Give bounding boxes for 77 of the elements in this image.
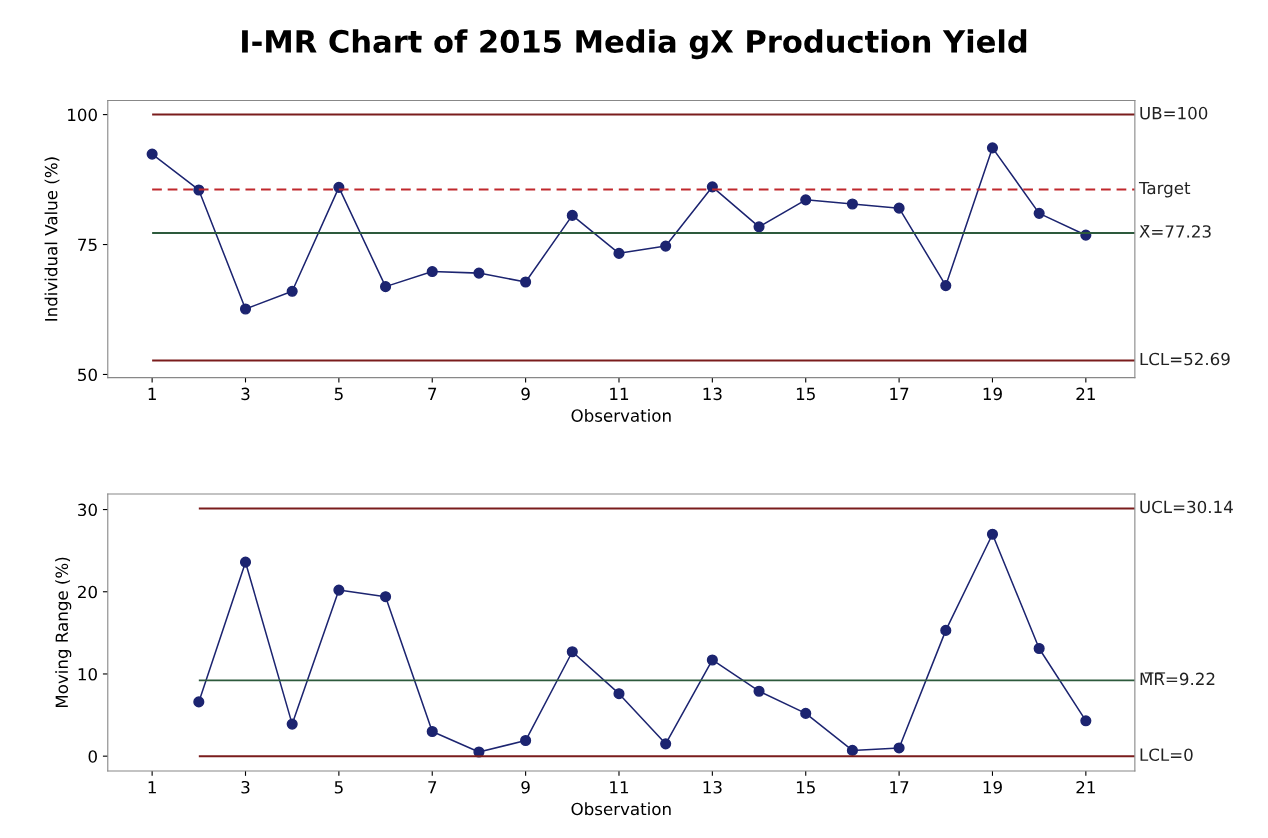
x-tick-label: 17 (890, 781, 909, 794)
y-axis-title: Individual Value (%) (44, 157, 60, 321)
point (660, 738, 672, 750)
x-tick-label: 7 (428, 781, 437, 794)
x-tick-label: 11 (610, 387, 629, 400)
ref-line-label: X̄=77.23 (1139, 225, 1211, 238)
y-tick-label: 100 (68, 108, 97, 122)
point (940, 624, 952, 636)
ref-line-label: UB=100 (1140, 106, 1208, 120)
point (1080, 715, 1092, 727)
point (380, 591, 392, 603)
y-tick-label: 20 (78, 585, 97, 599)
point (146, 148, 158, 160)
point (566, 209, 578, 221)
x-tick-label: 3 (241, 780, 250, 794)
x-tick-label: 7 (428, 387, 437, 400)
point (380, 281, 392, 293)
x-tick-label: 9 (521, 387, 530, 401)
point (566, 646, 578, 658)
point (1033, 642, 1045, 655)
y-tick-label: 50 (78, 368, 97, 382)
y-axis-title: Moving Range (%) (55, 557, 72, 708)
point (239, 303, 252, 315)
y-tick-label: 0 (88, 750, 97, 763)
point (753, 685, 765, 697)
x-axis-title: Observation (571, 408, 671, 422)
x-tick-label: 19 (983, 780, 1002, 794)
point (986, 528, 999, 540)
ref-line-label: UCL=30.14 (1140, 500, 1233, 514)
point (846, 744, 858, 756)
x-tick-label: 1 (148, 387, 156, 400)
point (613, 688, 625, 700)
point (286, 718, 298, 730)
point (940, 280, 952, 292)
x-tick-label: 1 (148, 781, 156, 794)
x-tick-label: 15 (796, 781, 815, 794)
chart-title: I-MR Chart of 2015 Media gX Production Yield (242, 29, 1027, 60)
point (239, 556, 252, 568)
x-tick-label: 3 (241, 387, 250, 401)
x-tick-label: 21 (1076, 780, 1095, 794)
point (193, 696, 205, 708)
x-tick-label: 17 (890, 387, 909, 400)
point (893, 202, 905, 214)
point (893, 742, 905, 754)
point (660, 240, 672, 252)
x-tick-label: 9 (521, 780, 530, 794)
y-tick-label: 10 (78, 667, 97, 681)
x-axis-title: Observation (571, 802, 671, 816)
x-tick-label: 5 (334, 387, 343, 401)
point (473, 267, 485, 279)
y-tick-label: 30 (78, 503, 97, 517)
x-tick-label: 5 (334, 781, 343, 794)
ref-line-label: Target (1138, 181, 1191, 198)
point (286, 285, 298, 297)
x-tick-label: 13 (703, 387, 722, 401)
point (333, 584, 345, 596)
point (426, 725, 438, 738)
x-tick-label: 11 (610, 781, 629, 794)
point (426, 266, 438, 278)
point (706, 654, 718, 666)
point (986, 142, 999, 154)
ref-line-label: M̅R̅=9.22 (1140, 672, 1215, 686)
point (800, 707, 812, 719)
ref-line-label: LCL=0 (1140, 748, 1193, 761)
point (520, 734, 532, 747)
ref-line-label: LCL=52.69 (1140, 352, 1230, 366)
x-tick-label: 19 (983, 387, 1002, 401)
point (800, 194, 812, 206)
y-tick-label: 75 (78, 238, 97, 252)
point (613, 247, 625, 259)
x-tick-label: 13 (703, 780, 722, 794)
point (520, 276, 532, 288)
point (846, 198, 858, 210)
point (753, 221, 765, 233)
point (1033, 207, 1045, 219)
x-tick-label: 15 (796, 387, 815, 401)
x-tick-label: 21 (1076, 387, 1095, 400)
